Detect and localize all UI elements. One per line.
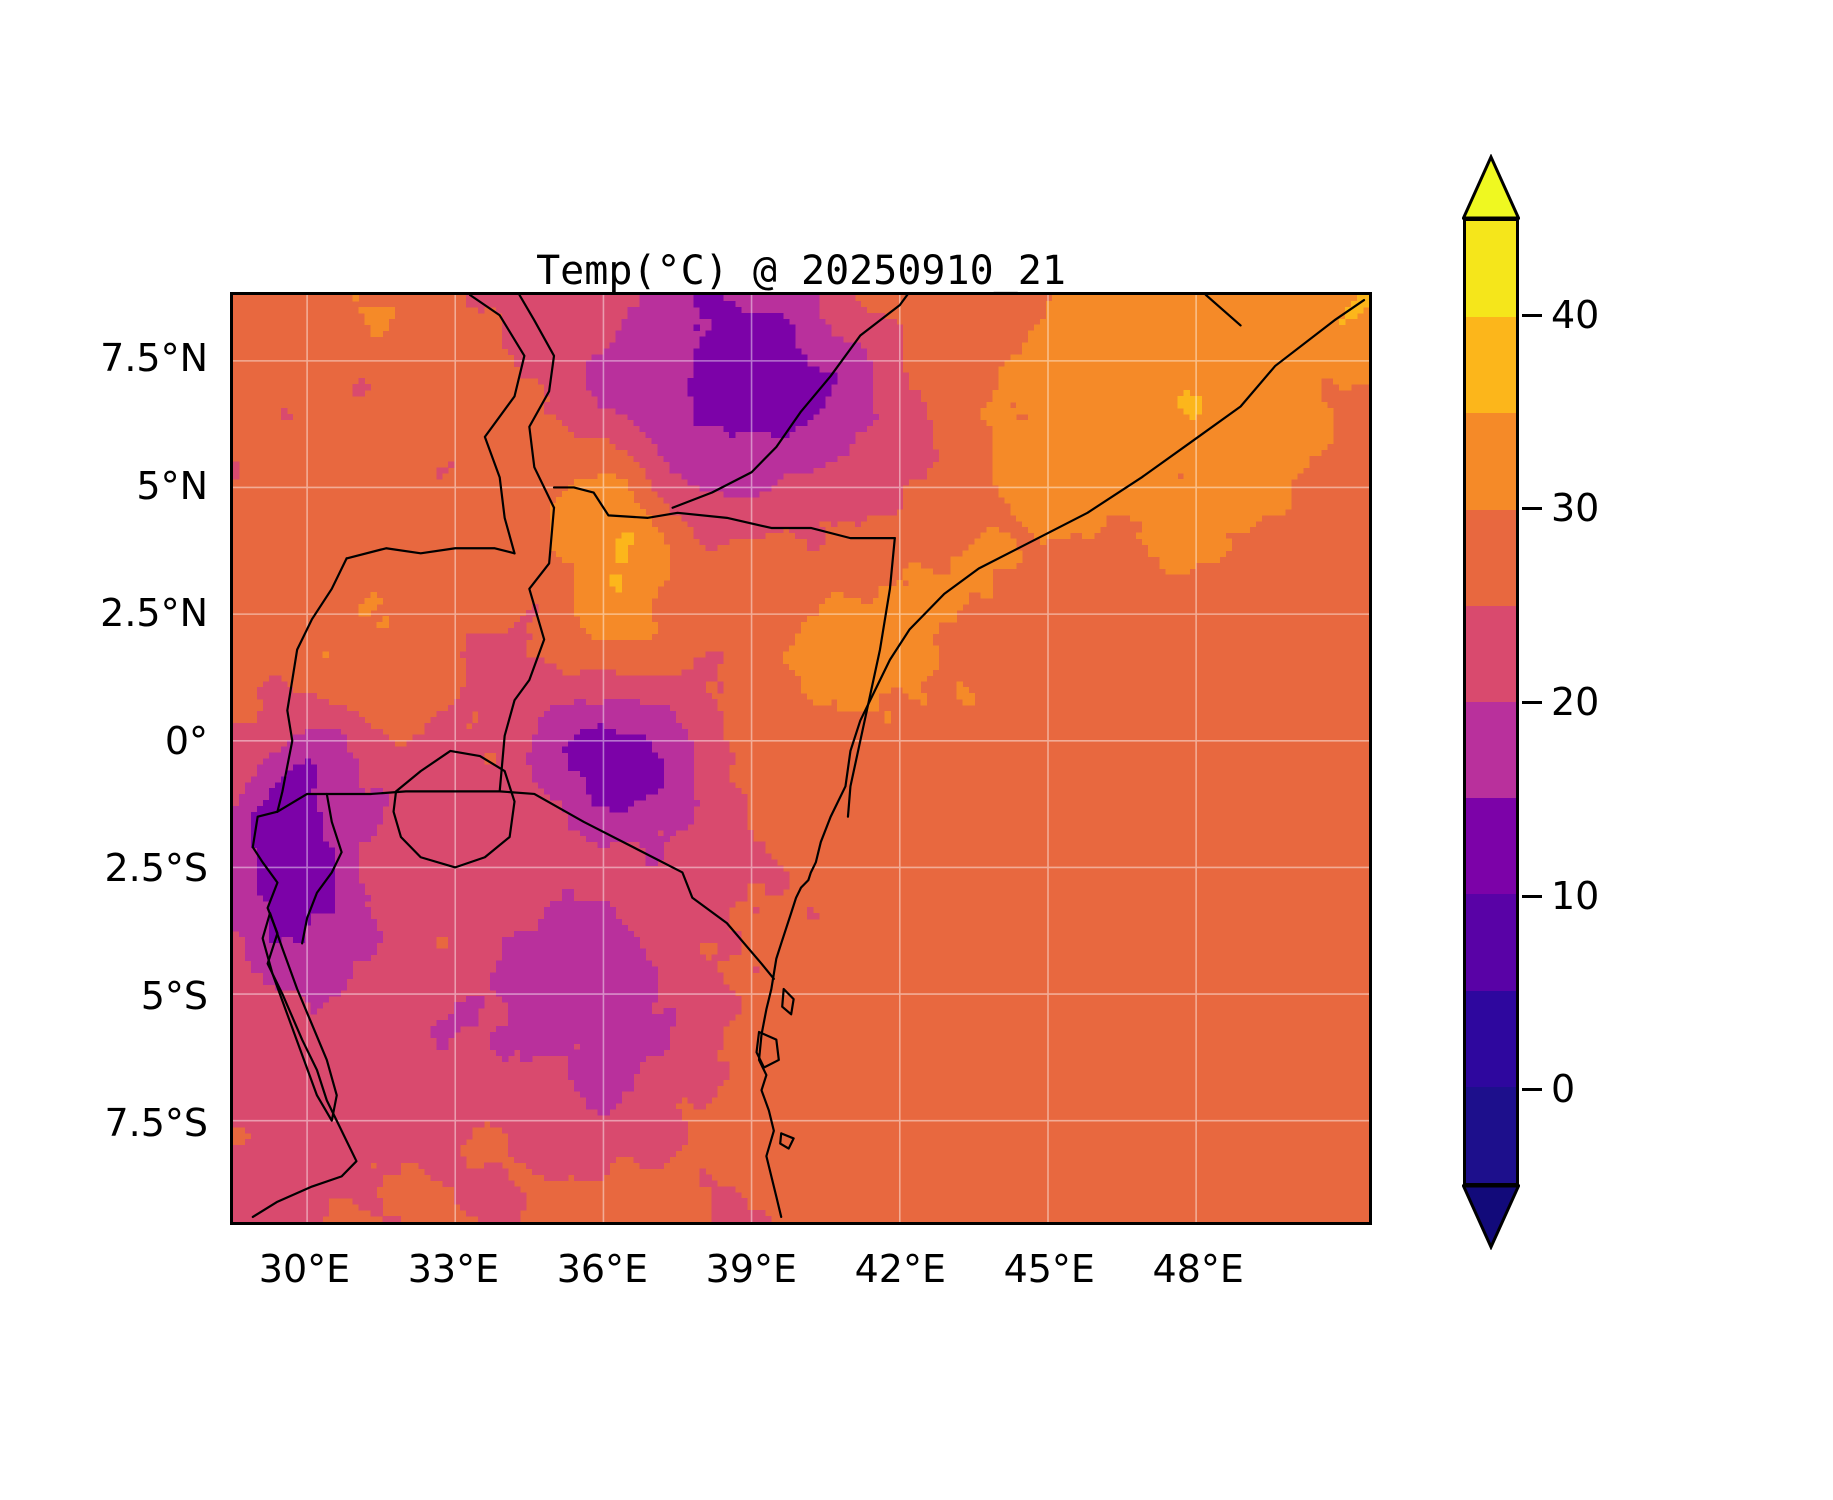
colorbar-tick-mark bbox=[1522, 894, 1542, 898]
latitude-tick-label: 0° bbox=[164, 718, 208, 763]
colorbar-band bbox=[1466, 798, 1516, 895]
colorbar-band bbox=[1466, 317, 1516, 414]
map-plot-area bbox=[230, 292, 1372, 1225]
longitude-tick-label: 30°E bbox=[258, 1247, 351, 1291]
colorbar-band bbox=[1466, 894, 1516, 991]
colorbar-band bbox=[1466, 413, 1516, 510]
temperature-contour-field bbox=[233, 295, 1369, 1222]
colorbar-under-arrow bbox=[1462, 1184, 1520, 1250]
colorbar-tick-mark bbox=[1522, 507, 1542, 511]
longitude-tick-label: 39°E bbox=[705, 1247, 798, 1291]
latitude-tick-label: 2.5°N bbox=[100, 591, 208, 636]
longitude-tick-label: 33°E bbox=[407, 1247, 500, 1291]
colorbar-band bbox=[1466, 509, 1516, 606]
colorbar-tick-mark bbox=[1522, 313, 1542, 317]
colorbar-band bbox=[1466, 702, 1516, 799]
latitude-tick-label: 7.5°N bbox=[100, 336, 208, 381]
colorbar-band bbox=[1466, 605, 1516, 702]
colorbar-tick-label: 0 bbox=[1551, 1067, 1576, 1112]
longitude-tick-label: 48°E bbox=[1152, 1247, 1244, 1291]
colorbar-band bbox=[1466, 990, 1516, 1087]
latitude-tick-label: 5°S bbox=[140, 973, 208, 1018]
colorbar-band bbox=[1466, 221, 1516, 318]
colorbar-bands bbox=[1463, 218, 1519, 1186]
longitude-tick-label: 42°E bbox=[854, 1247, 946, 1291]
longitude-tick-label: 36°E bbox=[556, 1247, 649, 1291]
colorbar-tick-mark bbox=[1522, 701, 1542, 704]
title-line-primary: Temp(°C) @ 20250910_21 bbox=[536, 248, 1066, 294]
colorbar-tick-label: 40 bbox=[1551, 292, 1600, 337]
colorbar-band bbox=[1466, 1086, 1516, 1183]
longitude-tick-label: 45°E bbox=[1003, 1247, 1095, 1291]
colorbar-tick-label: 10 bbox=[1551, 873, 1600, 918]
latitude-tick-label: 7.5°S bbox=[104, 1101, 208, 1146]
colorbar: 0 10 20 30 40 bbox=[1462, 154, 1599, 1250]
latitude-tick-label: 2.5°S bbox=[104, 846, 208, 891]
colorbar-tick-mark bbox=[1522, 1088, 1542, 1092]
latitude-tick-label: 5°N bbox=[136, 463, 208, 508]
colorbar-tick-label: 30 bbox=[1551, 486, 1600, 531]
colorbar-tick-label: 20 bbox=[1551, 680, 1600, 724]
colorbar-over-arrow bbox=[1462, 154, 1520, 220]
